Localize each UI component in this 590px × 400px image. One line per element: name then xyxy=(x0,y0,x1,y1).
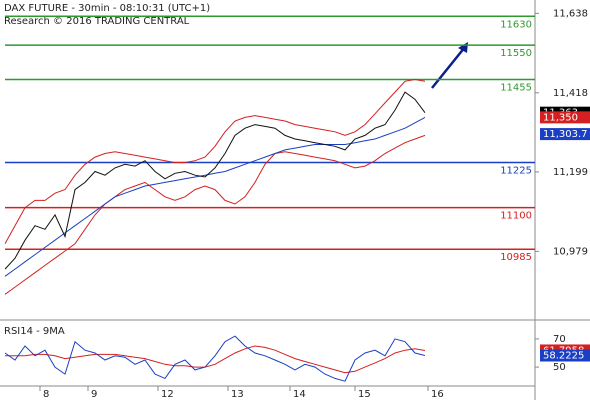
series-line xyxy=(4,134,426,295)
level-label: 11630 xyxy=(500,19,532,30)
series-line xyxy=(4,116,426,277)
level-label: 11225 xyxy=(500,166,532,177)
y-tick-label: 11,199 xyxy=(553,167,588,178)
series-line xyxy=(4,91,426,270)
x-tick-label: 16 xyxy=(431,389,444,400)
level-label: 10985 xyxy=(500,252,532,263)
y-tick-label: 70 xyxy=(553,334,566,345)
y-tick-label: 11,638 xyxy=(553,8,588,19)
level-label: 11550 xyxy=(500,48,532,59)
last-value-box xyxy=(540,128,590,141)
level-label: 11100 xyxy=(500,211,532,222)
last-value-box xyxy=(540,349,590,362)
x-tick-label: 15 xyxy=(358,389,371,400)
last-value-label: 58.2225 xyxy=(543,351,584,362)
x-tick-label: 13 xyxy=(231,389,244,400)
chart-subtitle: Research © 2016 TRADING CENTRAL xyxy=(4,16,190,27)
y-tick-label: 10,979 xyxy=(553,246,588,257)
y-tick-label: 11,418 xyxy=(553,88,588,99)
last-value-label: 11,303.7 xyxy=(543,129,588,140)
series-line xyxy=(4,78,426,245)
last-value-box xyxy=(540,111,590,124)
x-tick-label: 12 xyxy=(161,389,174,400)
x-tick-label: 9 xyxy=(91,389,97,400)
level-label: 11455 xyxy=(500,82,532,93)
y-tick-label: 50 xyxy=(553,362,566,373)
chart-title: DAX FUTURE - 30min - 08:10:31 (UTC+1) xyxy=(4,3,210,14)
forecast-arrow xyxy=(431,46,466,89)
last-value-label: 11,350 xyxy=(543,112,578,123)
series-line xyxy=(4,335,426,382)
x-tick-label: 8 xyxy=(43,389,49,400)
rsi-title: RSI14 - 9MA xyxy=(4,326,65,337)
x-tick-label: 14 xyxy=(293,389,306,400)
series-line xyxy=(5,345,426,374)
